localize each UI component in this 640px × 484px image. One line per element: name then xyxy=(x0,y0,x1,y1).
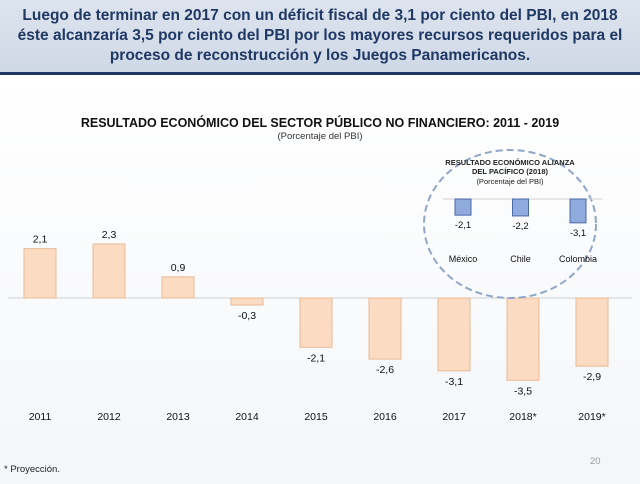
inset-chart-title: RESULTADO ECONÓMICO ALIANZA DEL PACÍFICO… xyxy=(445,158,575,176)
data-label-2011: 2,1 xyxy=(33,234,48,246)
inset-x-tick-Colombia: Colombia xyxy=(559,254,597,264)
x-tick-2015: 2015 xyxy=(304,411,328,423)
bar-2013 xyxy=(161,276,195,299)
data-label-2019*: -2,9 xyxy=(583,371,601,383)
bar-2015 xyxy=(299,297,333,348)
data-label-2013: 0,9 xyxy=(171,262,186,274)
inset-bar-Chile xyxy=(512,198,529,217)
slide-header: Luego de terminar en 2017 con un déficit… xyxy=(0,0,640,72)
chart-subtitle: (Porcentaje del PBI) xyxy=(277,131,363,142)
inset-bar-México xyxy=(454,198,472,216)
inset-x-tick-Chile: Chile xyxy=(510,254,531,264)
data-label-2015: -2,1 xyxy=(307,352,325,364)
bar-2011 xyxy=(23,248,57,299)
chart-title: RESULTADO ECONÓMICO DEL SECTOR PÚBLICO N… xyxy=(80,116,560,130)
bar-2016 xyxy=(368,297,402,360)
data-label-2016: -2,6 xyxy=(376,364,394,376)
x-tick-2017: 2017 xyxy=(442,411,466,423)
bar-2019* xyxy=(575,297,609,367)
data-label-2014: -0,3 xyxy=(238,310,256,322)
x-tick-2014: 2014 xyxy=(235,411,259,423)
bar-2012 xyxy=(92,243,126,299)
x-tick-2018*: 2018* xyxy=(509,411,536,423)
x-tick-2016: 2016 xyxy=(373,411,397,423)
inset-data-label-México: -2,1 xyxy=(455,220,471,231)
inset-x-tick-México: México xyxy=(449,254,478,264)
data-label-2018*: -3,5 xyxy=(514,385,532,397)
footnote: * Proyección. xyxy=(4,464,60,475)
x-tick-2011: 2011 xyxy=(29,411,52,423)
x-tick-2013: 2013 xyxy=(166,411,190,423)
inset-circle xyxy=(423,149,597,299)
inset-data-label-Colombia: -3,1 xyxy=(570,228,586,239)
header-divider xyxy=(0,72,640,75)
x-tick-2019*: 2019* xyxy=(578,411,605,423)
slide-title: Luego de terminar en 2017 con un déficit… xyxy=(17,7,623,64)
bar-2017 xyxy=(437,297,471,372)
inset-chart-subtitle: (Porcentaje del PBI) xyxy=(476,177,544,186)
data-label-2017: -3,1 xyxy=(445,376,463,388)
bar-2014 xyxy=(230,297,264,306)
data-label-2012: 2,3 xyxy=(102,229,117,241)
x-tick-2012: 2012 xyxy=(97,411,121,423)
inset-bar-Colombia xyxy=(569,198,587,224)
inset-data-label-Chile: -2,2 xyxy=(512,221,528,232)
page-number: 20 xyxy=(590,456,601,467)
bar-2018* xyxy=(506,297,540,381)
